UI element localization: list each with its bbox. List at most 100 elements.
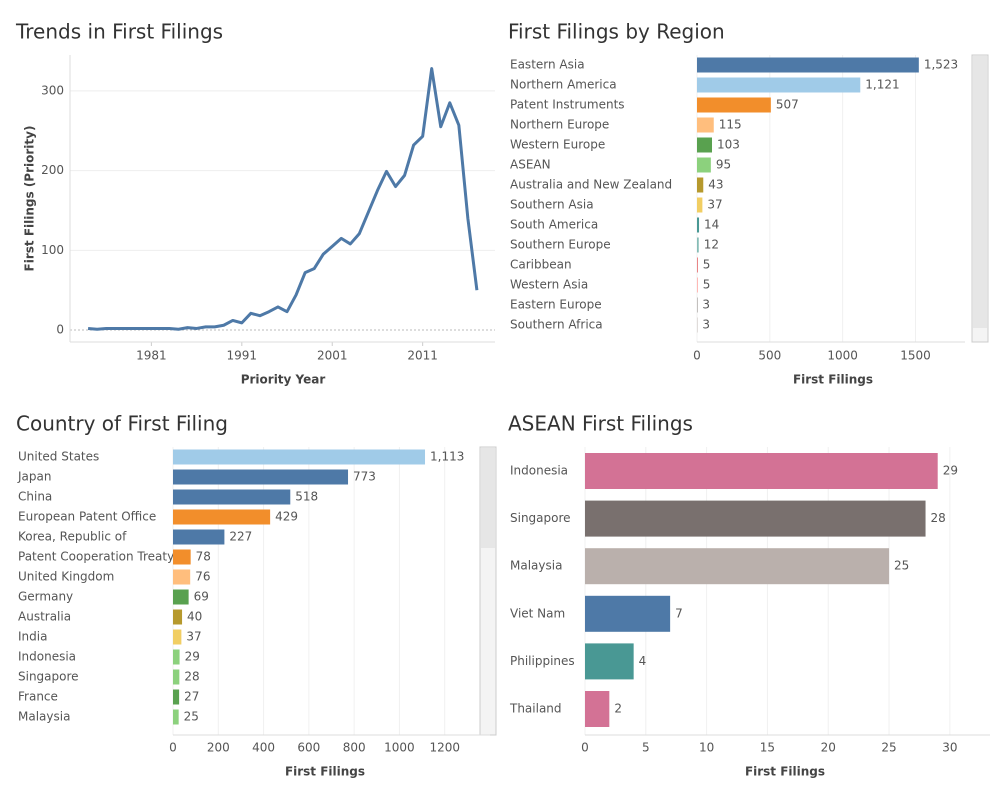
x-tick-label: 1000 [827,349,858,363]
value-label: 4 [639,654,647,668]
category-label: Singapore [510,511,571,525]
value-label: 37 [186,630,201,644]
value-label: 37 [707,198,722,212]
category-label: Eastern Europe [510,298,602,312]
y-tick-label: 0 [56,323,64,337]
bar [585,548,889,584]
bar [173,510,270,525]
category-label: Japan [17,470,51,484]
axis-title: Priority Year [241,373,326,387]
chart-title: ASEAN First Filings [508,412,693,436]
category-label: Korea, Republic of [18,530,127,544]
category-label: Indonesia [18,650,76,664]
value-label: 3 [702,318,710,332]
bar [173,650,180,665]
category-label: ASEAN [510,158,551,172]
x-tick-label: 20 [821,741,836,755]
chart-title: Trends in First Filings [15,20,223,44]
value-label: 1,523 [924,58,958,72]
category-label: Patent Instruments [510,98,625,112]
category-label: Thailand [509,702,562,716]
bar [585,453,938,489]
x-tick-label: 10 [699,741,714,755]
bar [585,643,634,679]
bar [173,490,290,505]
value-label: 7 [675,606,683,620]
bar [173,710,179,725]
value-label: 69 [194,590,209,604]
bar [585,501,926,537]
value-label: 227 [229,530,252,544]
category-label: European Patent Office [18,510,156,524]
value-label: 43 [708,178,723,192]
bar [697,58,919,73]
value-label: 773 [353,470,376,484]
bar [173,670,179,685]
category-label: Philippines [510,654,575,668]
bar [585,596,670,632]
x-tick-label: 1200 [429,741,460,755]
x-tick-label: 2011 [407,349,438,363]
x-tick-label: 5 [642,741,650,755]
value-label: 28 [184,670,199,684]
value-label: 429 [275,510,298,524]
x-tick-label: 30 [942,741,957,755]
category-label: Malaysia [18,710,70,724]
chart-title: Country of First Filing [16,412,228,436]
category-label: Western Asia [510,278,588,292]
y-tick-label: 300 [41,83,64,97]
bar [173,450,425,465]
chart-title: First Filings by Region [508,20,725,44]
category-label: South America [510,218,598,232]
value-label: 28 [931,511,946,525]
value-label: 103 [717,138,740,152]
scroll-thumb[interactable] [481,448,495,548]
value-label: 14 [704,218,719,232]
bar [173,550,191,565]
x-tick-label: 1500 [900,349,931,363]
bar [697,198,702,213]
value-label: 2 [614,702,622,716]
axis-title: First Filings [745,765,825,779]
category-label: Southern Europe [510,238,611,252]
x-tick-label: 1991 [227,349,258,363]
value-label: 29 [943,464,958,478]
scroll-thumb[interactable] [973,56,987,328]
category-label: Indonesia [510,464,568,478]
value-label: 25 [184,710,199,724]
category-label: Eastern Asia [510,58,585,72]
bar [173,530,224,545]
x-tick-label: 0 [581,741,589,755]
x-tick-label: 600 [297,741,320,755]
x-tick-label: 0 [169,741,177,755]
category-label: Viet Nam [510,606,565,620]
value-label: 40 [187,610,202,624]
value-label: 1,113 [430,450,464,464]
bar [173,570,190,585]
category-label: France [18,690,58,704]
axis-title: First Filings [793,373,873,387]
bar [697,138,712,153]
bar [173,610,182,625]
value-label: 5 [703,278,711,292]
category-label: China [18,490,52,504]
category-label: Germany [18,590,73,604]
category-label: Western Europe [510,138,605,152]
x-tick-label: 800 [343,741,366,755]
x-tick-label: 0 [693,349,701,363]
category-label: Singapore [18,670,79,684]
value-label: 27 [184,690,199,704]
x-tick-label: 15 [760,741,775,755]
x-tick-label: 400 [252,741,275,755]
category-label: Southern Asia [510,198,594,212]
value-label: 25 [894,559,909,573]
bar [585,691,609,727]
category-label: United Kingdom [18,570,114,584]
value-label: 1,121 [865,78,899,92]
bar [697,258,698,273]
bar [697,78,860,93]
x-tick-label: 500 [758,349,781,363]
value-label: 29 [185,650,200,664]
